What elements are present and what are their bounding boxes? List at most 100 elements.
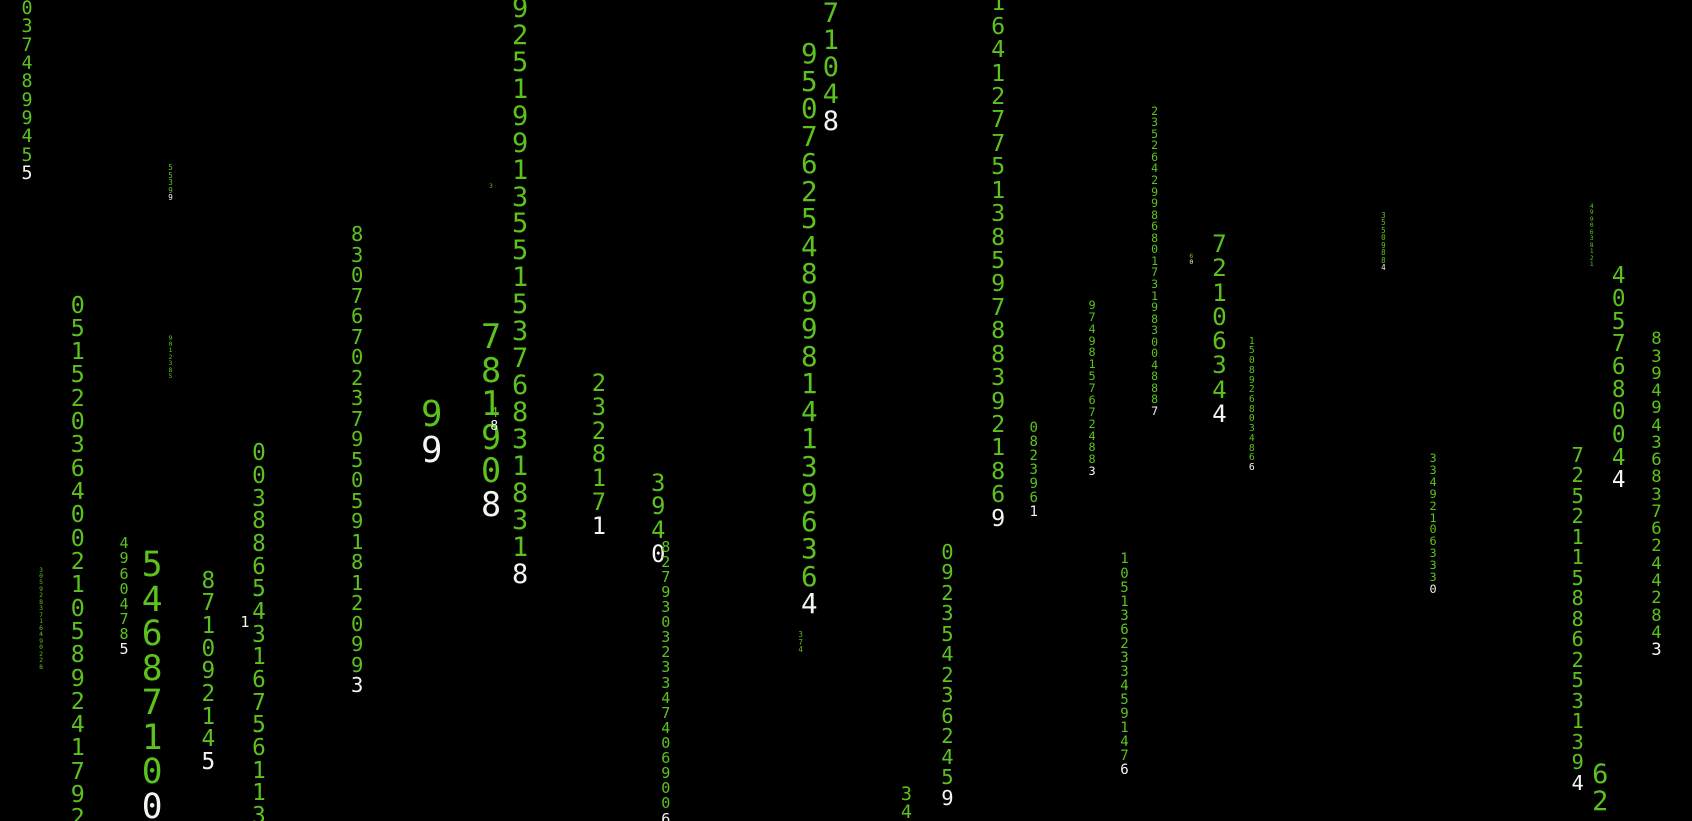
rain-column: 394 0 [651,468,666,568]
rain-column: 105136233459147 6 [1120,552,1128,777]
rain-trail: 374 [798,630,803,655]
rain-trail: 4960478 [119,534,129,643]
rain-column: 037489945 5 [21,0,32,183]
rain-trail: 827930323347406900 [661,537,671,813]
rain-trail: 8307670237950591812099 [351,222,364,677]
rain-column: 33492106333 0 [1429,451,1437,596]
rain-trail: 082396 [1029,419,1038,506]
rain-column: 00388654316756113 [252,442,266,821]
rain-trail: 97498157672488 [1088,297,1096,467]
rain-trail: 839494368376244284 [1651,329,1662,643]
rain-head: 3 [1088,464,1096,479]
rain-trail: 1508926803486 [1248,335,1255,464]
rain-head: 5 [21,163,33,185]
rain-trail: 9 [420,394,443,436]
rain-column: 7104 8 [823,0,839,135]
rain-trail: 7252115886253139 [1571,442,1584,775]
rain-head: 0 [651,539,666,568]
rain-head: 5 [201,749,216,775]
rain-head: 7 [1151,403,1159,418]
rain-trail: 925199135515376831831 [512,0,529,564]
rain-trail: 394 [651,468,666,545]
rain-column: 4990638121 [1590,203,1594,268]
rain-trail: 00388654316756113 [252,440,266,821]
rain-column: 232817 1 [591,369,607,540]
rain-column: 05152036400210589241792 [70,291,85,821]
rain-column: 827930323347406900 6 [661,537,671,821]
rain-column: 62 [1592,761,1608,815]
rain-head: 0 [141,786,163,821]
rain-trail: 405768004 [1611,263,1626,471]
rain-head: 9 [168,193,173,203]
rain-column: 4960478 5 [120,536,129,657]
rain-column: 3 [489,182,493,191]
rain-column: 1 [240,613,250,632]
rain-head: 9 [941,785,954,810]
rain-trail: 1641277513859788392186 [991,0,1006,509]
rain-head: 4 [1571,770,1584,795]
rain-column: 8307670237950591812099 3 [351,224,363,696]
rain-column: 5468710 0 [142,548,163,821]
rain-column: 9012385 [168,333,173,381]
rain-head: 8 [490,418,499,434]
rain-trail: 7104 [822,0,840,110]
rain-head: 0 [1429,581,1437,596]
rain-trail: 232817 [591,369,607,516]
rain-head: 5 [119,640,129,659]
rain-trail: 7210634 [1212,229,1227,404]
rain-column: 3550988 4 [1381,210,1386,273]
rain-head: 1 [591,511,607,540]
rain-column: 78190 8 [481,320,501,521]
rain-trail: 05152036400210589241792 [70,291,85,821]
rain-head: 3 [1651,640,1662,661]
rain-head: 1 [1029,504,1038,521]
rain-column: 3059283716490228 [39,565,43,671]
rain-head: 6 [1248,462,1255,474]
rain-head: 4 [1611,467,1626,494]
rain-trail: 3 [489,182,493,191]
rain-column: 7252115886253139 4 [1571,442,1584,795]
rain-head: 1 [240,613,250,632]
rain-column: 23526429986801731983004888 7 [1151,103,1159,418]
rain-trail: 105136233459147 [1120,551,1129,764]
rain-head: 9 [420,429,443,471]
rain-column: 34 [901,785,912,821]
rain-trail: 9012385 [168,333,173,381]
rain-column: 839494368376244284 3 [1651,331,1661,659]
rain-trail: 092354236245 [941,539,954,790]
rain-column: 925199135515376831831 8 [512,0,528,588]
rain-trail: 3059283716490228 [39,565,43,671]
rain-column: 082396 1 [1030,421,1038,519]
rain-column: 1641277513859788392186 9 [991,0,1005,530]
rain-trail: 23526429986801731983004888 [1151,103,1159,407]
rain-head: 8 [822,105,840,137]
rain-head: 9 [991,503,1006,532]
rain-column: 092354236245 9 [941,539,954,810]
rain-head: 3 [351,673,364,698]
rain-trail: 62 [1592,758,1609,817]
rain-column: 87109214 5 [201,569,216,775]
rain-trail: 3550988 [1381,210,1386,265]
rain-column: 97498157672488 3 [1088,297,1096,479]
rain-trail: 5539 [168,163,173,195]
rain-trail: 4 [490,405,499,421]
rain-column: 405768004 4 [1612,265,1626,492]
rain-column: 5539 9 [168,164,173,202]
rain-trail: 6 [1189,251,1194,260]
rain-column: 1508926803486 6 [1248,335,1255,474]
rain-trail: 037489945 [21,0,33,166]
rain-head: 8 [512,559,529,591]
rain-column: 374 [798,631,803,654]
rain-head: 6 [1120,761,1129,778]
rain-trail: 95076254899814139636 [801,38,818,593]
rain-column: 7210634 4 [1212,229,1227,428]
rain-trail: 5468710 [141,545,163,793]
rain-trail: 33492106333 [1429,451,1437,584]
rain-head: 4 [1381,263,1386,273]
rain-head: 4 [1212,398,1227,428]
rain-head: 8 [480,484,502,524]
